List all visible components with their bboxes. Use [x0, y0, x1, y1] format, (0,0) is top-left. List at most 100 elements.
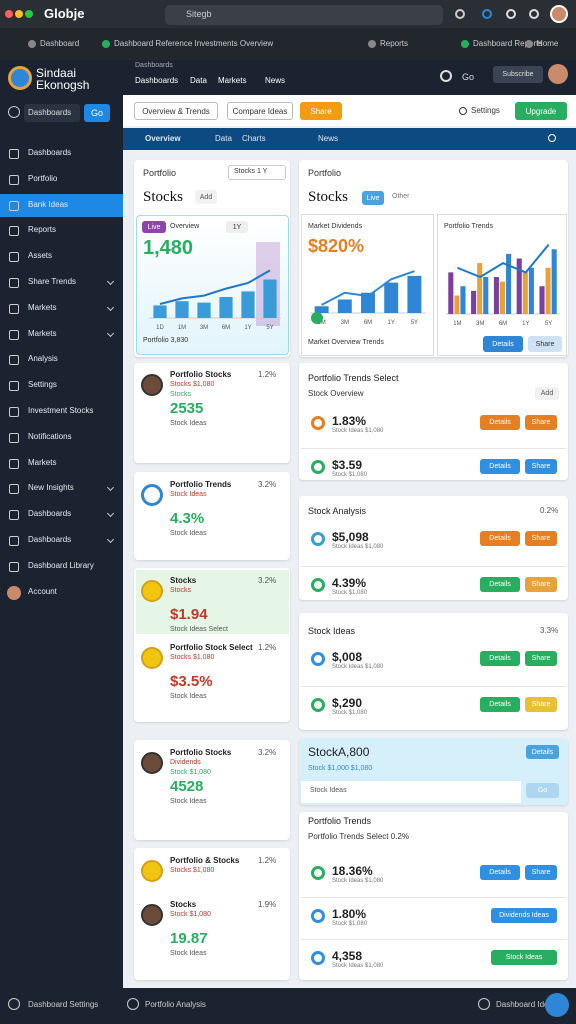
add-button[interactable]: Add	[195, 190, 217, 204]
search-button[interactable]: Go	[84, 104, 110, 122]
row-button[interactable]: Dividends Ideas	[491, 908, 557, 923]
row-icon	[311, 532, 325, 546]
panel-title: Portfolio Trends	[444, 223, 494, 230]
share-button[interactable]: Share	[300, 102, 342, 120]
search-field[interactable]	[301, 781, 521, 803]
footer-link[interactable]: Portfolio Analysis	[145, 1000, 206, 1009]
row-button[interactable]: Details	[480, 865, 520, 880]
stock-value: $1.94	[170, 606, 208, 623]
panel-title: Overview	[170, 223, 200, 230]
settings-link[interactable]: Settings	[471, 106, 500, 115]
search-box[interactable]	[24, 104, 80, 122]
divider	[301, 897, 566, 898]
stock-title: Stocks	[170, 900, 197, 909]
sidebar-item[interactable]: Notifications	[28, 431, 72, 441]
sidebar-item[interactable]: Markets	[28, 328, 57, 338]
bookmark-icon	[368, 40, 376, 48]
bookmark[interactable]: Home	[537, 39, 559, 48]
details-button[interactable]: Details	[483, 336, 523, 352]
row-button[interactable]: Details	[480, 415, 520, 430]
tab[interactable]: Data	[215, 134, 232, 143]
sidebar-item[interactable]: Dashboard Library	[28, 560, 94, 570]
bar	[263, 279, 277, 318]
sidebar-item[interactable]: Investment Stocks	[28, 406, 94, 415]
row-button[interactable]: Share	[525, 865, 557, 880]
footer-link[interactable]: Dashboard Ideas	[496, 1000, 557, 1009]
toolbar-button[interactable]: Compare Ideas	[227, 102, 293, 120]
details-button[interactable]: Details	[526, 745, 559, 759]
share-button[interactable]: Share	[528, 336, 562, 352]
tab-title[interactable]: Globje	[44, 6, 85, 21]
row-button[interactable]: Stock Ideas	[491, 950, 557, 965]
row-sub: Stock $1,080	[332, 590, 368, 596]
sidebar-item[interactable]: Reports	[28, 225, 57, 235]
stock-title: Portfolio Stocks	[170, 748, 232, 757]
sidebar-item[interactable]: Bank Ideas	[28, 199, 69, 209]
bar	[471, 290, 477, 314]
row-button[interactable]: Details	[480, 577, 520, 592]
big-value: $820%	[308, 236, 365, 256]
row-button[interactable]: Share	[525, 651, 557, 666]
row-button[interactable]: Share	[525, 577, 557, 592]
row-button[interactable]: Details	[480, 697, 520, 712]
x-tick-label: 5Y	[545, 321, 552, 327]
address-bar[interactable]	[165, 5, 443, 25]
row-button[interactable]: Share	[525, 415, 557, 430]
range-button[interactable]: 1Y	[226, 221, 248, 233]
bookmark[interactable]: Dashboard Reports	[473, 39, 543, 48]
address-text: Sitegb	[186, 9, 212, 19]
bookmark[interactable]: Reports	[380, 39, 409, 48]
sidebar-item[interactable]: Dashboards	[28, 535, 72, 544]
go-button[interactable]: Go	[526, 783, 559, 798]
dropdown[interactable]	[228, 165, 286, 180]
tab[interactable]: News	[318, 134, 339, 143]
brand-sub: Ekonogsh	[36, 78, 90, 92]
card-title: Portfolio	[143, 168, 177, 178]
bookmark[interactable]: Dashboard Reference Investments Overview	[114, 39, 274, 48]
row-value: 1.80%	[332, 907, 367, 921]
stock-sub: Stock Ideas	[170, 491, 207, 498]
nav-link[interactable]: Dashboards	[135, 76, 179, 85]
coin-icon	[141, 860, 163, 882]
sidebar-item[interactable]: New Insights	[28, 483, 74, 493]
x-tick-label: 3M	[341, 320, 349, 326]
sidebar-item[interactable]: Account	[28, 586, 57, 596]
live-badge[interactable]: Live	[142, 221, 166, 233]
tab[interactable]: Overview	[145, 134, 181, 143]
sidebar-item[interactable]: Markets	[28, 302, 57, 312]
dropdown-text: Stocks 1 Y	[234, 168, 268, 175]
tab[interactable]: Charts	[242, 134, 266, 143]
sidebar-item[interactable]: Dashboards	[28, 148, 72, 157]
bookmark[interactable]: Dashboard	[40, 39, 80, 48]
row-button[interactable]: Share	[525, 531, 557, 546]
upgrade-button[interactable]: Upgrade	[515, 102, 567, 120]
footer-link[interactable]: Dashboard Settings	[28, 1000, 99, 1009]
sidebar-item[interactable]: Portfolio	[28, 173, 58, 183]
sidebar-item[interactable]: Assets	[28, 251, 53, 261]
highlight-title: StockA,800	[308, 745, 370, 759]
row-button[interactable]: Share	[525, 459, 557, 474]
list-sub: Portfolio Trends Select 0.2%	[308, 832, 409, 841]
x-tick-label: 1D	[156, 325, 164, 331]
nav-link[interactable]: News	[265, 76, 286, 85]
toolbar-button[interactable]: Overview & Trends	[134, 102, 218, 120]
row-button[interactable]: Details	[480, 459, 520, 474]
sidebar-item[interactable]: Dashboards	[28, 509, 72, 519]
subscribe-button[interactable]: Subscribe	[493, 66, 543, 83]
stock-value: 4528	[170, 778, 204, 795]
sidebar-item[interactable]: Markets	[28, 457, 57, 467]
list-title: Stock Ideas	[308, 626, 356, 636]
row-button[interactable]: Share	[525, 697, 557, 712]
sidebar-item[interactable]: Share Trends	[28, 277, 77, 286]
sidebar-item[interactable]: Settings	[28, 380, 57, 390]
add-button[interactable]: Add	[535, 387, 559, 400]
trend-line	[321, 270, 415, 306]
card-heading: Stocks	[308, 189, 349, 205]
row-button[interactable]: Details	[480, 651, 520, 666]
nav-link[interactable]: Data	[190, 76, 207, 85]
toolbar-icon	[455, 9, 465, 19]
sidebar-item[interactable]: Analysis	[28, 354, 58, 364]
live-badge[interactable]: Live	[362, 191, 384, 205]
nav-link[interactable]: Markets	[218, 76, 247, 85]
row-button[interactable]: Details	[480, 531, 520, 546]
